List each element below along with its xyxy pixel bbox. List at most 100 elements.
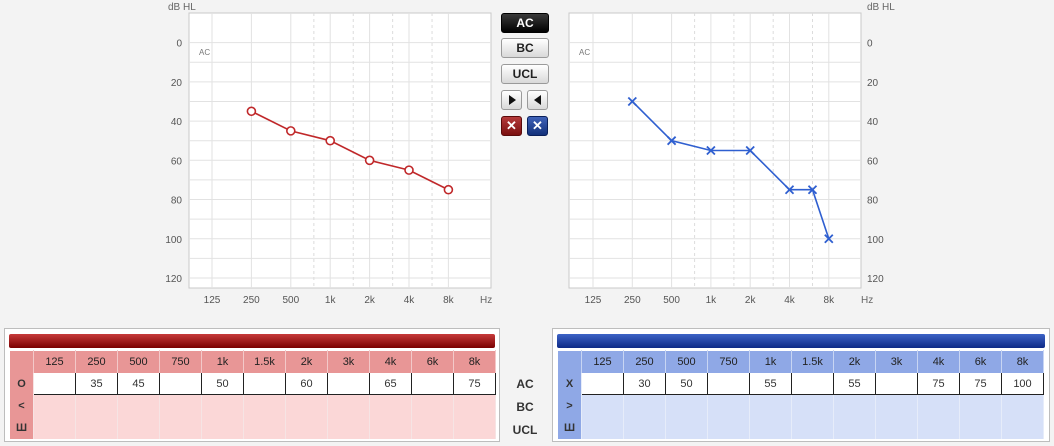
data-point-cross <box>807 185 818 195</box>
threshold-cell[interactable] <box>33 416 76 439</box>
threshold-cell[interactable] <box>285 394 328 417</box>
x-tick-label: 125 <box>585 295 602 306</box>
threshold-cell[interactable] <box>623 416 666 439</box>
freq-header: 250 <box>623 350 666 373</box>
threshold-cell[interactable]: 35 <box>75 372 118 395</box>
threshold-cell[interactable] <box>117 416 160 439</box>
threshold-cell[interactable] <box>411 394 454 417</box>
threshold-cell[interactable] <box>453 394 496 417</box>
threshold-cell[interactable] <box>117 394 160 417</box>
threshold-cell[interactable] <box>581 394 624 417</box>
threshold-cell[interactable] <box>327 394 370 417</box>
threshold-cell[interactable] <box>33 394 76 417</box>
threshold-cell[interactable] <box>791 394 834 417</box>
arrow-right-button[interactable] <box>501 90 522 110</box>
y-tick-label: 0 <box>867 39 873 50</box>
threshold-cell[interactable]: 60 <box>285 372 328 395</box>
threshold-cell[interactable] <box>1001 394 1044 417</box>
x-tick-label: 500 <box>282 295 299 306</box>
threshold-cell[interactable]: 75 <box>453 372 496 395</box>
threshold-cell[interactable]: 55 <box>833 372 876 395</box>
threshold-cell[interactable] <box>707 416 750 439</box>
threshold-cell[interactable] <box>875 416 918 439</box>
plot-area-right <box>188 12 492 289</box>
threshold-cell[interactable] <box>243 416 286 439</box>
x-tick-label: 1k <box>706 295 718 306</box>
row-symbol: X <box>557 372 582 395</box>
threshold-cell[interactable]: 30 <box>623 372 666 395</box>
threshold-cell[interactable] <box>453 416 496 439</box>
threshold-cell[interactable] <box>707 372 750 395</box>
threshold-cell[interactable] <box>369 394 412 417</box>
x-tick-label: 250 <box>243 295 260 306</box>
threshold-cell[interactable]: 55 <box>749 372 792 395</box>
header-corner <box>9 350 34 373</box>
threshold-cell[interactable] <box>75 416 118 439</box>
freq-header: 500 <box>117 350 160 373</box>
arrow-left-button[interactable] <box>527 90 548 110</box>
threshold-cell[interactable] <box>833 394 876 417</box>
threshold-cell[interactable] <box>201 394 244 417</box>
data-point-cross <box>706 145 716 156</box>
threshold-cell[interactable] <box>285 416 328 439</box>
threshold-cell[interactable]: 45 <box>117 372 160 395</box>
bc-button[interactable]: BC <box>501 38 549 58</box>
threshold-cell[interactable] <box>875 394 918 417</box>
row-symbol: Ш <box>9 416 34 439</box>
threshold-cell[interactable] <box>665 394 708 417</box>
threshold-cell[interactable] <box>327 416 370 439</box>
threshold-cell[interactable]: 50 <box>201 372 244 395</box>
threshold-cell[interactable] <box>833 416 876 439</box>
y-tick-label: 100 <box>165 235 182 246</box>
threshold-cell[interactable]: 100 <box>1001 372 1044 395</box>
threshold-cell[interactable] <box>791 372 834 395</box>
threshold-cell[interactable] <box>749 394 792 417</box>
threshold-cell[interactable]: 50 <box>665 372 708 395</box>
row-label-bc: BC <box>516 400 534 414</box>
threshold-cell[interactable] <box>959 416 1002 439</box>
threshold-cell[interactable] <box>159 372 202 395</box>
ucl-button[interactable]: UCL <box>501 64 549 84</box>
threshold-cell[interactable] <box>327 372 370 395</box>
threshold-cell[interactable] <box>75 394 118 417</box>
threshold-cell[interactable] <box>159 416 202 439</box>
threshold-cell[interactable] <box>411 372 454 395</box>
freq-header: 125 <box>33 350 76 373</box>
threshold-cell[interactable] <box>959 394 1002 417</box>
threshold-cell[interactable] <box>243 394 286 417</box>
threshold-cell[interactable]: 65 <box>369 372 412 395</box>
threshold-cell[interactable] <box>917 416 960 439</box>
threshold-cell[interactable] <box>369 416 412 439</box>
threshold-cell[interactable] <box>243 372 286 395</box>
threshold-cell[interactable] <box>411 416 454 439</box>
threshold-cell[interactable] <box>623 394 666 417</box>
threshold-cell[interactable] <box>201 416 244 439</box>
threshold-cell[interactable] <box>749 416 792 439</box>
triangle-left-icon <box>533 95 541 105</box>
freq-header: 4k <box>369 350 412 373</box>
y-tick-label: 40 <box>867 117 879 128</box>
right-ear-table: 125 250 500 750 1k 1.5k 2k 3k 4k 6k 8k O 35 45 50 60 65 7… <box>9 350 496 439</box>
threshold-cell[interactable] <box>791 416 834 439</box>
threshold-cell[interactable] <box>581 416 624 439</box>
threshold-cell[interactable] <box>665 416 708 439</box>
ac-button[interactable]: AC <box>501 13 549 33</box>
threshold-cell[interactable] <box>1001 416 1044 439</box>
x-tick-label: 500 <box>663 295 680 306</box>
threshold-cell[interactable] <box>33 372 76 395</box>
y-tick-label: 60 <box>867 156 879 167</box>
threshold-cell[interactable] <box>917 394 960 417</box>
threshold-cell[interactable] <box>581 372 624 395</box>
threshold-cell[interactable] <box>159 394 202 417</box>
mask-left-button[interactable]: ✕ <box>527 116 548 136</box>
mask-right-button[interactable]: ✕ <box>501 116 522 136</box>
data-point-circle <box>364 155 375 166</box>
threshold-cell[interactable]: 75 <box>917 372 960 395</box>
threshold-cell[interactable] <box>707 394 750 417</box>
threshold-cell[interactable] <box>875 372 918 395</box>
data-point-circle <box>404 165 414 175</box>
y-unit-label: dB HL <box>867 2 895 13</box>
y-tick-label: 120 <box>867 274 884 285</box>
threshold-cell[interactable]: 75 <box>959 372 1002 395</box>
